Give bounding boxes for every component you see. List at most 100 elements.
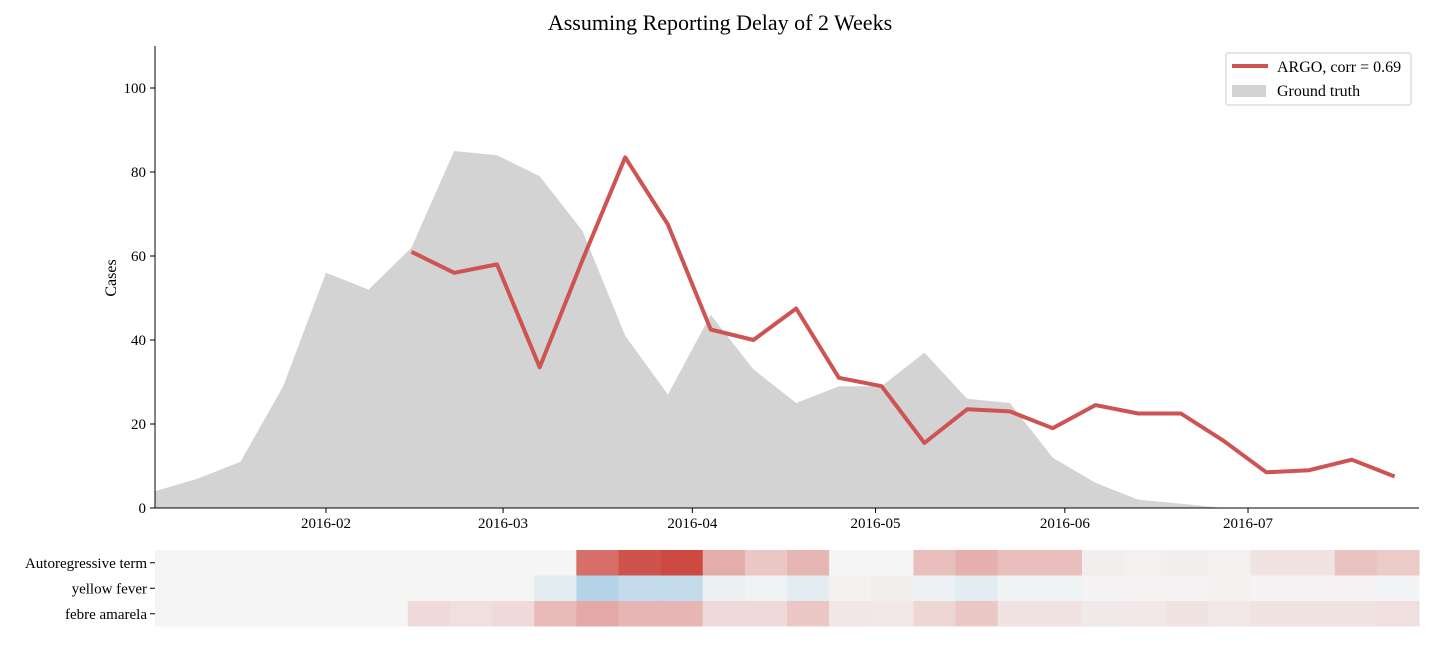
heatmap-cell <box>407 601 451 627</box>
heatmap-cell <box>660 575 704 601</box>
heatmap-cell <box>449 575 493 601</box>
heatmap-cell <box>155 601 198 627</box>
y-tick-label: 20 <box>131 417 146 433</box>
heatmap-cell <box>1208 575 1252 601</box>
y-tick-label: 40 <box>131 333 146 349</box>
x-tick-label: 2016-06 <box>1040 516 1090 532</box>
heatmap-cell <box>787 550 830 576</box>
heatmap-cell <box>576 550 620 576</box>
heatmap-cell <box>449 601 493 627</box>
heatmap-cell <box>913 601 957 627</box>
heatmap-cell <box>534 550 577 576</box>
heatmap-cell <box>913 575 957 601</box>
heatmap-cell <box>323 601 367 627</box>
y-tick-label: 80 <box>131 165 146 181</box>
y-axis-label: Cases <box>103 259 120 296</box>
heatmap-cell <box>1081 550 1125 576</box>
heatmap-cell <box>829 550 872 576</box>
heatmap-cell <box>955 601 999 627</box>
heatmap-cell <box>913 550 957 576</box>
heatmap-cell <box>829 601 872 627</box>
heatmap-cell <box>1250 550 1294 576</box>
heatmap-cell <box>1124 550 1167 576</box>
heatmap-cell <box>281 575 325 601</box>
y-tick-label: 0 <box>139 501 147 517</box>
heatmap-cell <box>871 575 914 601</box>
heatmap-cell <box>1334 575 1378 601</box>
heatmap-cell <box>1166 601 1209 627</box>
heatmap-cell <box>492 575 535 601</box>
heatmap-cell <box>1292 601 1336 627</box>
heatmap-cell <box>1376 601 1420 627</box>
x-tick-label: 2016-02 <box>301 516 351 532</box>
heatmap-cell <box>323 550 367 576</box>
heatmap-cell <box>365 601 409 627</box>
heatmap-cell <box>660 550 704 576</box>
heatmap-cell <box>1292 550 1336 576</box>
heatmap-cell <box>534 575 577 601</box>
heatmap-cell <box>197 601 240 627</box>
heatmap-cell <box>744 601 788 627</box>
heatmap-cell <box>744 550 788 576</box>
x-tick-label: 2016-07 <box>1223 516 1273 532</box>
argo-line <box>410 155 1396 479</box>
heatmap-cell <box>239 550 282 576</box>
heatmap-cell <box>576 575 620 601</box>
heatmap-cell <box>197 575 240 601</box>
heatmap-cell <box>997 601 1041 627</box>
heatmap-cell <box>702 550 746 576</box>
heatmap-cell <box>787 601 830 627</box>
heatmap-cell <box>407 550 451 576</box>
heatmap-cell <box>1039 550 1083 576</box>
heatmap-cell <box>239 601 282 627</box>
heatmap-cell <box>576 601 620 627</box>
heatmap-cell <box>1334 601 1378 627</box>
heatmap: Autoregressive term yellow fever febre ama… <box>25 550 1420 627</box>
heatmap-cell <box>955 575 999 601</box>
heatmap-cell <box>492 550 535 576</box>
heatmap-cell <box>1166 575 1209 601</box>
heatmap-cell <box>449 550 493 576</box>
heatmap-row-label: yellow fever <box>72 581 147 597</box>
heatmap-cell <box>955 550 999 576</box>
heatmap-cell <box>323 575 367 601</box>
heatmap-cell <box>660 601 704 627</box>
x-tick-label: 2016-03 <box>478 516 528 532</box>
heatmap-cell <box>1124 575 1167 601</box>
y-tick-label: 60 <box>131 249 146 265</box>
heatmap-cell <box>365 575 409 601</box>
heatmap-cell <box>997 550 1041 576</box>
heatmap-cell <box>281 601 325 627</box>
heatmap-cell <box>534 601 577 627</box>
heatmap-cell <box>1376 550 1420 576</box>
legend: ARGO, corr = 0.69 Ground truth <box>1225 52 1412 106</box>
heatmap-cell <box>787 575 830 601</box>
x-tick-label: 2016-05 <box>851 516 901 532</box>
heatmap-cell <box>1208 601 1252 627</box>
heatmap-cell <box>1250 575 1294 601</box>
heatmap-cell <box>239 575 282 601</box>
heatmap-row-label: febre amarela <box>65 607 147 623</box>
plot-area <box>155 151 1419 508</box>
heatmap-cell <box>1166 550 1209 576</box>
heatmap-cell <box>1081 601 1125 627</box>
heatmap-cell <box>407 575 451 601</box>
heatmap-cell <box>702 601 746 627</box>
heatmap-cell <box>618 601 662 627</box>
heatmap-cell <box>1081 575 1125 601</box>
heatmap-cell <box>829 575 872 601</box>
heatmap-cell <box>702 575 746 601</box>
legend-label-argo: ARGO, corr = 0.69 <box>1277 59 1401 76</box>
heatmap-cell <box>492 601 535 627</box>
legend-box <box>1225 52 1412 106</box>
x-tick-label: 2016-04 <box>667 516 717 532</box>
heatmap-cell <box>1039 575 1083 601</box>
heatmap-cell <box>197 550 240 576</box>
heatmap-cell <box>155 575 198 601</box>
heatmap-cell <box>1292 575 1336 601</box>
heatmap-cell <box>155 550 198 576</box>
heatmap-cell <box>871 601 914 627</box>
heatmap-cell <box>997 575 1041 601</box>
chart-title: Assuming Reporting Delay of 2 Weeks <box>548 10 892 35</box>
